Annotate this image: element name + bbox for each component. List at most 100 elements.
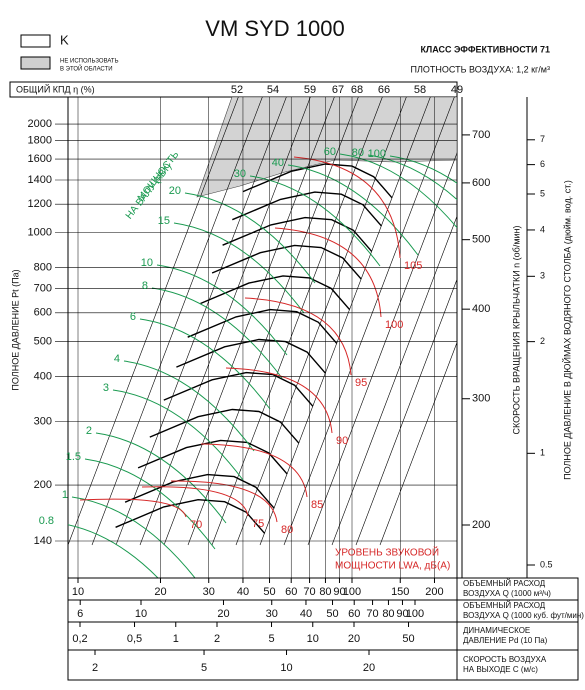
x-tick-label: 10 [307,633,319,645]
axis-row-label-box [456,649,579,681]
speed-tick-label: 200 [472,519,490,531]
noise-curve [79,498,187,518]
system-line [355,278,457,546]
legend-label: НЕ ИСПОЛЬЗОВАТЬ [60,59,119,65]
noise-curve [293,156,401,259]
speed-tick-label: 400 [472,303,490,315]
x-tick-label: 2 [214,633,220,645]
inch-tick-label: 2 [540,336,545,346]
power-label: 8 [142,280,148,292]
y-tick-label: 300 [34,415,52,427]
noise-label: 85 [311,499,323,511]
legend-label: K [60,32,69,47]
power-curve [173,222,305,314]
efficiency-tick: 66 [378,84,390,96]
efficiency-tick: 54 [267,84,279,96]
inch-tick-label: 3 [540,271,545,281]
noise-label: 75 [252,518,264,530]
y-tick-label: 1600 [28,153,52,165]
title: VM SYD 1000 [205,16,344,41]
y-tick-label: 700 [34,283,52,295]
power-curve [339,153,457,229]
power-label: 40 [272,157,284,169]
x-tick-label: 50 [402,633,414,645]
inch-tick-label: 5 [540,188,545,198]
x-tick-label: 50 [326,608,338,620]
power-curve [95,432,227,524]
efficiency-tick: 68 [351,84,363,96]
power-curve [123,360,255,452]
x-tick-label: 100 [343,586,361,598]
power-label: 1 [62,489,68,501]
inch-tick-label: 6 [540,159,545,169]
inch-tick-label: 1 [540,448,545,458]
power-label: 30 [234,168,246,180]
power-label: 4 [114,353,120,365]
y-tick-label: 800 [34,262,52,274]
efficiency-label: ОБЩИЙ КПД η (%) [16,83,95,94]
speed-tick-label: 300 [472,393,490,405]
x-tick-label: 40 [237,586,249,598]
power-curve [184,192,316,284]
noise-curve [274,227,382,318]
axis-row-label: ВОЗДУХА Q (1000 м³/ч) [463,589,551,598]
x-tick-label: 10 [280,662,292,674]
power-label: 10 [141,257,153,269]
power-curve [156,264,288,356]
power-label: 80 [352,147,364,159]
power-curve [139,318,271,410]
y-tick-label: 1200 [28,198,52,210]
noise-label: 80 [281,524,293,536]
noise-label: 100 [385,319,403,331]
power-curve [367,154,457,201]
power-curve [71,496,196,578]
speed-curve [200,275,351,311]
power-curve [112,389,244,481]
y-tick-label: 500 [34,335,52,347]
axis-row-label: НА ВЫХОДЕ C (м/с) [463,665,538,674]
y-tick-label: 400 [34,370,52,382]
x-tick-label: 80 [319,586,331,598]
x-tick-label: 90 [396,608,408,620]
system-line [187,97,359,546]
pressure-axis-label: ПОЛНОЕ ДАВЛЕНИЕ Pt (Па) [10,269,20,390]
system-line [163,97,335,546]
power-curve [151,287,283,379]
x-tick-label: 30 [266,608,278,620]
x-tick-label: 200 [425,586,443,598]
axis-row-label: СКОРОСТЬ ВОЗДУХА [463,655,547,664]
noise-curve [244,297,352,376]
efficiency-tick: 59 [304,84,316,96]
system-line [211,97,383,546]
x-tick-label: 1 [173,633,179,645]
efficiency-tick: 58 [414,84,426,96]
power-label: 6 [130,311,136,323]
system-line [331,215,457,546]
power-curve [287,164,419,256]
power-label: 15 [158,215,170,227]
x-tick-label: 90 [333,586,345,598]
x-tick-label: 0,5 [127,633,142,645]
power-label: 100 [368,148,386,160]
speed-curve [149,408,300,444]
power-label: 20 [169,185,181,197]
x-tick-label: 150 [391,586,409,598]
speed-curve [187,308,338,344]
x-tick-label: 70 [366,608,378,620]
speed-curve [163,371,314,407]
speed-curve [137,439,288,475]
x-tick-label: 5 [201,662,207,674]
legend-box [20,56,51,70]
y-tick-label: 140 [34,535,52,547]
speed-axis-label: СКОРОСТЬ ВРАЩЕНИЯ КРЫЛЬЧАТКИ n (об/мин) [511,225,521,434]
air-density: ПЛОТНОСТЬ ВОЗДУХА: 1,2 кг/м³ [411,64,550,74]
efficiency-tick: 67 [332,84,344,96]
power-label: 60 [324,146,336,158]
x-tick-label: 70 [303,586,315,598]
x-tick-label: 2 [92,662,98,674]
axis-row-label: ВОЗДУХА Q (1000 куб. фут/мин) [463,611,584,620]
y-tick-label: 200 [34,479,52,491]
speed-curve [176,338,326,374]
system-line [379,341,457,546]
system-line [235,97,407,546]
